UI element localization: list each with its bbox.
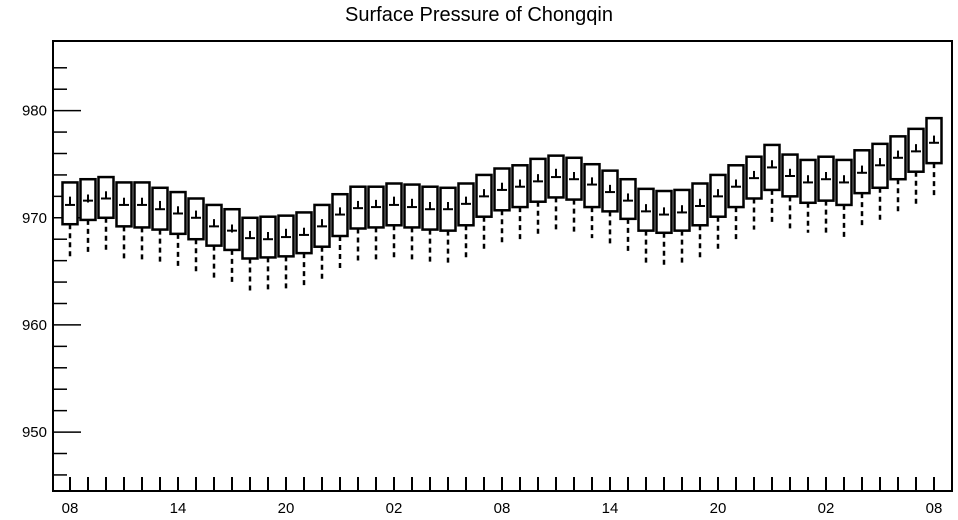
box: [79, 177, 97, 255]
box-iqr: [583, 162, 601, 209]
box: [763, 143, 781, 225]
x-tick-label: 14: [602, 500, 619, 517]
box: [817, 155, 835, 233]
x-tick-label: 08: [494, 500, 511, 517]
box: [655, 189, 673, 265]
x-tick-label: 08: [926, 500, 943, 517]
box: [673, 188, 691, 264]
box: [403, 183, 421, 261]
box: [691, 182, 709, 259]
y-tick-label: 950: [22, 424, 47, 441]
box: [547, 154, 565, 231]
box: [871, 142, 889, 221]
x-tick-label: 14: [170, 500, 187, 517]
box: [223, 207, 241, 285]
box: [835, 158, 853, 238]
y-tick-label: 970: [22, 210, 47, 227]
x-tick-label: 20: [710, 500, 727, 517]
box: [619, 177, 637, 255]
box: [781, 153, 799, 229]
box: [133, 181, 151, 260]
box: [349, 185, 367, 263]
box: [529, 157, 547, 235]
box: [799, 158, 817, 233]
box: [511, 164, 529, 241]
box: [439, 186, 457, 263]
box: [169, 190, 187, 269]
box: [385, 182, 403, 260]
chart-title: Surface Pressure of Chongqin: [345, 4, 613, 26]
box: [367, 185, 385, 261]
box: [421, 185, 439, 263]
box: [313, 203, 331, 280]
box: [295, 211, 313, 288]
box: [475, 173, 493, 250]
box: [727, 164, 745, 241]
y-tick-label: 960: [22, 317, 47, 334]
box: [205, 203, 223, 279]
box: [151, 186, 169, 265]
box: [601, 169, 619, 245]
box: [709, 173, 727, 249]
box: [493, 167, 511, 244]
box: [889, 135, 907, 213]
box: [241, 216, 259, 293]
plot-frame: [52, 40, 953, 492]
box: [583, 162, 601, 239]
box: [907, 127, 925, 206]
box: [277, 214, 295, 290]
y-axis: 950 960 970 980: [22, 67, 81, 476]
y-tick-label: 980: [22, 103, 47, 120]
box: [259, 215, 277, 291]
x-tick-label: 02: [818, 500, 835, 517]
box: [565, 156, 583, 233]
box-series: [61, 116, 943, 293]
box: [853, 149, 871, 226]
box: [115, 181, 133, 259]
box: [97, 175, 115, 253]
box: [457, 182, 475, 259]
box: [745, 155, 763, 230]
x-tick-label: 08: [62, 500, 79, 517]
box: [187, 197, 205, 274]
box: [925, 116, 943, 198]
box: [637, 187, 655, 263]
box-iqr: [187, 197, 205, 241]
x-axis: 08 14 20 02 08 14 20 02 08: [62, 477, 943, 517]
x-tick-label: 20: [278, 500, 295, 517]
box: [61, 181, 79, 259]
box: [331, 192, 349, 270]
x-tick-label: 02: [386, 500, 403, 517]
